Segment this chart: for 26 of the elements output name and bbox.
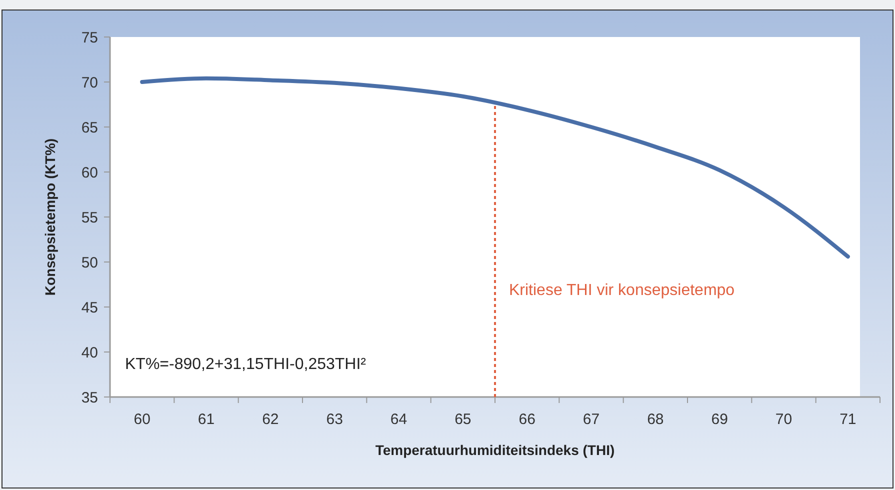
x-axis-title: Temperatuurhumiditeitsindeks (THI) <box>375 442 615 458</box>
y-tick-label: 45 <box>81 299 98 316</box>
y-tick-label: 70 <box>81 74 98 92</box>
y-tick-label: 35 <box>81 389 98 406</box>
x-tick-label: 67 <box>582 411 600 428</box>
x-tick-label: 66 <box>518 411 536 428</box>
x-tick-label: 70 <box>775 411 792 428</box>
y-tick-label: 50 <box>81 254 98 272</box>
x-tick-label: 62 <box>262 411 279 428</box>
x-tick-label: 65 <box>454 411 472 428</box>
annotation: KT%=-890,2+31,15THI-0,253THI² <box>125 356 367 373</box>
x-tick-label: 68 <box>647 411 664 428</box>
y-tick-label: 55 <box>81 209 98 226</box>
x-tick-label: 71 <box>840 411 856 428</box>
y-tick-label: 60 <box>81 164 98 182</box>
y-tick-label: 65 <box>81 119 98 136</box>
y-axis-title: Konsepsietempo (KT%) <box>42 138 58 296</box>
x-tick-label: 63 <box>326 411 343 428</box>
x-tick-label: 61 <box>198 411 215 428</box>
x-tick-label: 69 <box>711 411 728 428</box>
ref-line-label: Kritiese THI vir konsepsietempo <box>509 282 735 299</box>
x-tick-label: 64 <box>390 411 408 428</box>
y-tick-label: 75 <box>81 29 98 46</box>
x-tick-label: 60 <box>134 411 150 428</box>
line-series <box>140 76 850 259</box>
y-tick-label: 40 <box>81 344 98 362</box>
